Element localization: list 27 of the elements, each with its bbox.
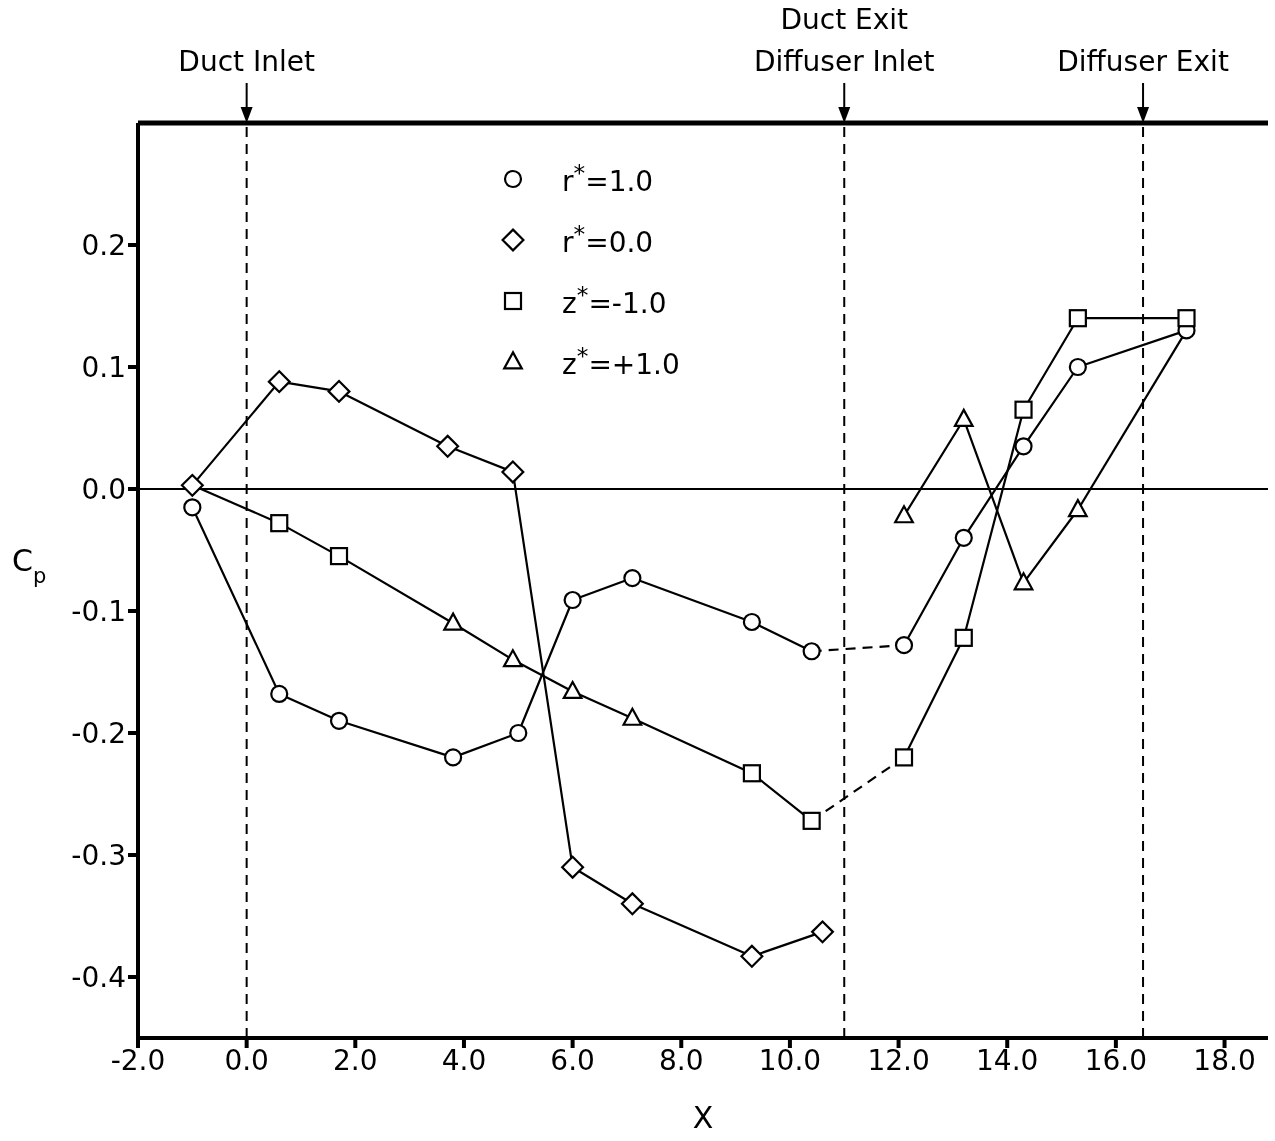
legend-label: r$^{*}$=1.0 xyxy=(562,158,654,199)
y-tick-label: -0.3 xyxy=(71,838,126,872)
x-tick-label: 8.0 xyxy=(659,1043,704,1077)
y-tick-label: 0.0 xyxy=(81,472,126,506)
x-tick-label: 0.0 xyxy=(224,1043,269,1077)
legend-label: r$^{*}$=0.0 xyxy=(562,219,654,260)
x-tick-label: 16.0 xyxy=(1084,1043,1148,1077)
x-axis-title: X xyxy=(692,1100,714,1135)
x-tick-label: 12.0 xyxy=(867,1043,930,1077)
y-tick-label: 0.1 xyxy=(81,350,126,384)
x-tick-label: 14.0 xyxy=(976,1043,1039,1077)
legend-label: z$^{*}$=-1.0 xyxy=(562,280,667,321)
y-tick-label: -0.4 xyxy=(71,960,126,994)
x-tick-label: 2.0 xyxy=(333,1043,378,1077)
x-tick-label: 18.0 xyxy=(1193,1043,1256,1077)
ref-line-label: Diffuser Exit xyxy=(1057,45,1229,78)
legend-label: z$^{*}$=+1.0 xyxy=(562,341,680,382)
x-tick-label: 4.0 xyxy=(441,1043,487,1077)
x-tick-label: 10.0 xyxy=(758,1043,822,1077)
ref-line-label: Duct Inlet xyxy=(178,45,315,78)
ref-line-label: Duct Exit Diffuser Inlet xyxy=(753,3,935,78)
y-tick-label: -0.1 xyxy=(71,594,126,628)
y-tick-label: 0.2 xyxy=(81,228,126,262)
x-tick-label: 6.0 xyxy=(550,1043,595,1077)
y-axis-title: C$_{p}$ xyxy=(12,543,47,589)
x-tick-label: -2.0 xyxy=(110,1043,166,1077)
y-tick-label: -0.2 xyxy=(71,716,126,750)
